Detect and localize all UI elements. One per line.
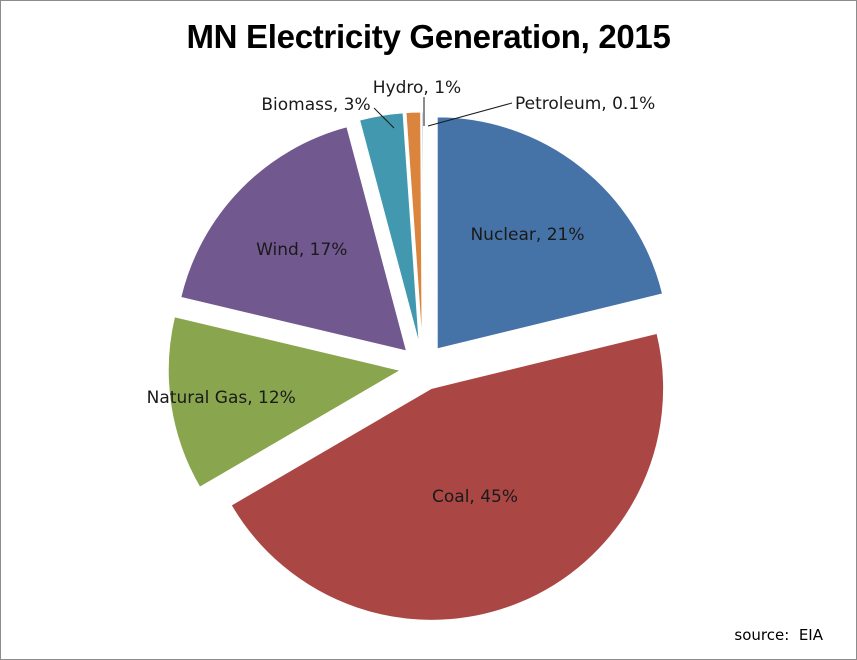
leader-biomass xyxy=(373,107,395,129)
slice-natural-gas xyxy=(167,316,402,488)
label-petroleum: Petroleum, 0.1% xyxy=(515,94,655,114)
label-wind: Wind, 17% xyxy=(256,240,347,260)
label-natural-gas: Natural Gas, 12% xyxy=(147,388,296,408)
chart-title: MN Electricity Generation, 2015 xyxy=(186,18,671,55)
label-biomass: Biomass, 3% xyxy=(261,95,370,115)
leader-petroleum xyxy=(427,102,513,127)
label-nuclear: Nuclear, 21% xyxy=(470,225,584,245)
slice-coal xyxy=(230,332,665,621)
slice-hydro xyxy=(405,111,423,345)
label-hydro: Hydro, 1% xyxy=(373,78,461,98)
slice-wind xyxy=(180,126,408,352)
slice-nuclear xyxy=(436,116,664,350)
label-coal: Coal, 45% xyxy=(432,487,518,507)
slice-petroleum xyxy=(420,111,424,345)
source-note: source: EIA xyxy=(734,626,823,644)
